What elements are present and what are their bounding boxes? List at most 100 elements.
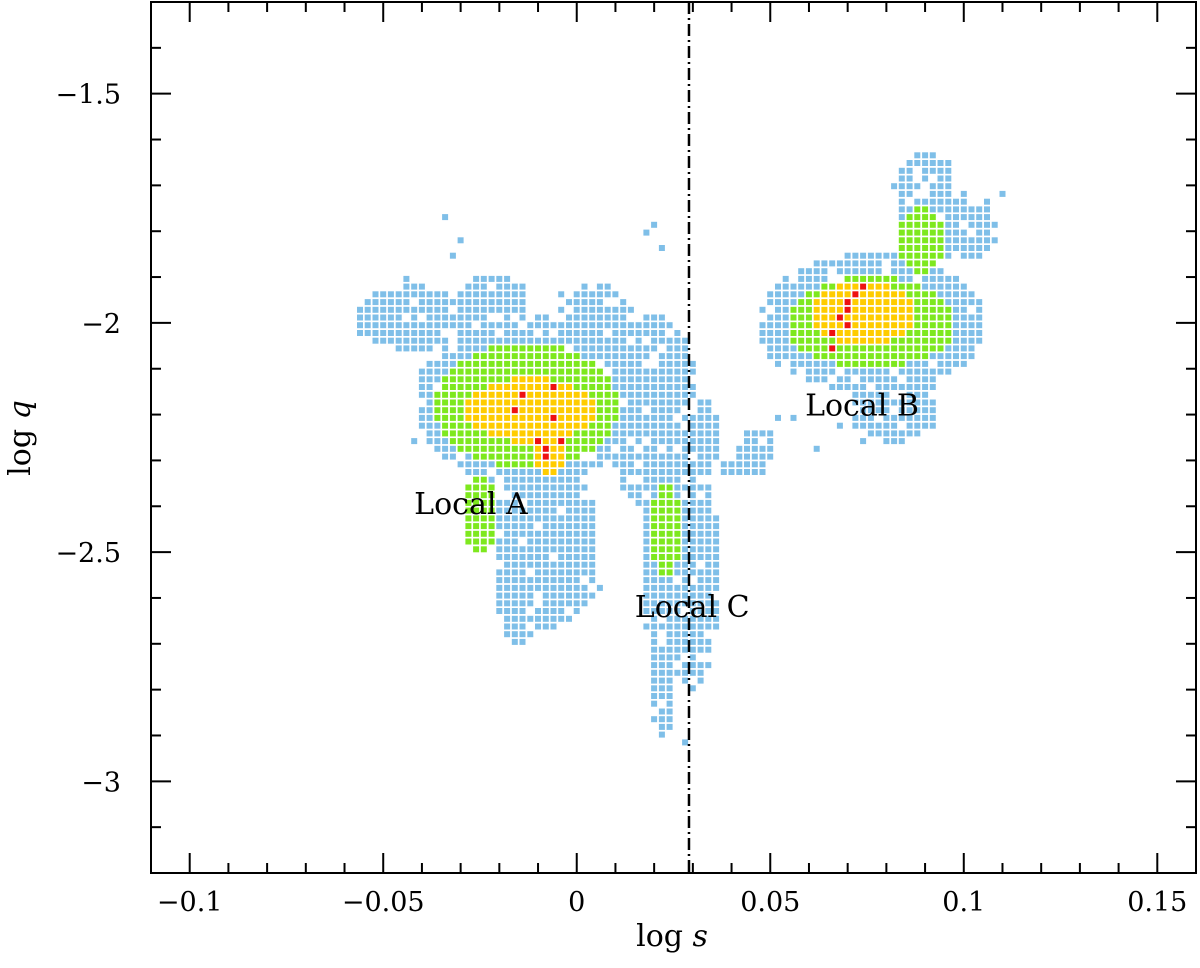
grid-cell-level-1 [697,422,704,429]
grid-cell-level-1 [411,337,418,344]
grid-cell-level-3 [867,337,874,344]
grid-cell-level-1 [674,615,681,622]
grid-cell-level-1 [581,345,588,352]
grid-cell-level-1 [627,469,634,475]
grid-cell-level-1 [589,499,596,506]
grid-cell-level-2 [658,554,665,560]
grid-cell-level-2 [473,430,480,437]
grid-cell-level-1 [651,445,658,452]
grid-cell-level-1 [744,438,750,445]
grid-cell-level-1 [666,337,673,344]
grid-cell-level-1 [674,623,681,630]
grid-cell-level-2 [457,391,464,398]
grid-cell-level-1 [666,391,673,398]
grid-cell-level-2 [805,337,812,344]
grid-cell-level-1 [596,299,603,306]
grid-cell-level-1 [596,445,603,452]
grid-cell-level-1 [535,484,541,491]
grid-cell-level-1 [651,492,658,499]
grid-cell-level-2 [875,345,882,352]
grid-cell-level-2 [813,330,820,336]
grid-cell-level-1 [713,584,720,591]
grid-cell-level-1 [953,214,959,221]
grid-cell-level-1 [922,167,929,174]
grid-cell-level-1 [418,368,425,375]
grid-cell-level-1 [542,546,549,553]
grid-cell-level-2 [790,337,797,344]
grid-cell-level-1 [689,523,696,530]
grid-cell-level-1 [883,252,890,259]
grid-cell-level-2 [573,376,580,383]
grid-cell-level-1 [457,322,464,329]
grid-cell-level-1 [960,345,967,352]
axis-ticks [150,0,1197,874]
grid-cell-level-2 [937,322,944,329]
grid-cell-level-1 [504,283,511,290]
grid-cell-level-3 [566,384,572,390]
grid-cell-level-2 [937,330,944,336]
grid-cell-level-2 [442,430,449,437]
grid-cell-level-1 [697,615,704,622]
grid-cell-level-1 [620,330,627,336]
grid-cell-level-1 [844,260,851,267]
grid-cell-level-1 [953,291,959,298]
grid-cell-level-1 [767,314,774,321]
grid-cell-level-1 [519,561,526,568]
grid-cell-level-1 [674,654,681,661]
grid-cell-level-3 [480,414,487,421]
grid-cell-level-1 [922,198,929,205]
grid-cell-level-1 [968,214,975,221]
grid-cell-level-1 [504,306,511,313]
grid-cell-level-1 [666,669,673,676]
grid-cell-level-1 [860,252,867,259]
grid-cell-level-1 [581,353,588,360]
grid-cell-level-1 [728,461,735,468]
grid-cell-level-3 [875,306,882,313]
grid-cell-level-1 [496,577,503,584]
grid-cell-level-1 [496,299,503,306]
grid-cell-level-3 [465,407,472,414]
grid-cell-level-1 [929,422,936,429]
grid-cell-level-1 [426,384,433,390]
grid-cell-level-3 [558,391,565,398]
grid-cell-level-3 [519,422,526,429]
grid-cell-level-1 [658,384,665,390]
grid-cell-level-1 [922,368,929,375]
grid-cell-level-3 [519,399,526,406]
grid-cell-level-1 [372,314,379,321]
grid-cell-level-1 [906,275,913,282]
grid-cell-level-2 [844,360,851,367]
grid-cell-level-1 [844,252,851,259]
grid-cell-level-2 [465,368,472,375]
grid-cell-level-1 [689,662,696,669]
grid-cell-level-1 [566,492,572,499]
y-axis-label-var: q [3,400,38,419]
grid-cell-level-2 [473,507,480,514]
grid-cell-level-1 [612,384,619,390]
grid-cell-level-1 [960,353,967,360]
grid-cell-level-1 [836,260,843,267]
grid-cell-level-1 [697,554,704,560]
grid-cell-level-1 [643,453,650,460]
grid-cell-level-1 [666,376,673,383]
grid-cell-level-2 [434,414,441,421]
grid-cell-level-1 [875,260,882,267]
grid-cell-level-1 [418,422,425,429]
grid-cell-level-1 [891,422,898,429]
grid-cell-level-1 [697,631,704,638]
grid-cell-level-1 [581,337,588,344]
grid-cell-level-2 [488,368,495,375]
grid-cell-level-1 [898,260,905,267]
plot-frame [150,1,1197,874]
grid-cell-level-1 [682,530,689,537]
grid-cell-level-1 [403,345,410,352]
grid-cell-level-2 [504,445,511,452]
grid-cell-level-3 [860,322,867,329]
grid-cell-level-1 [581,530,588,537]
grid-cell-level-1 [418,306,425,313]
grid-cell-level-2 [922,260,929,267]
grid-cell-level-1 [906,414,913,421]
grid-cell-level-1 [914,407,921,414]
grid-cell-level-1 [473,275,480,282]
grid-cell-level-1 [566,523,572,530]
